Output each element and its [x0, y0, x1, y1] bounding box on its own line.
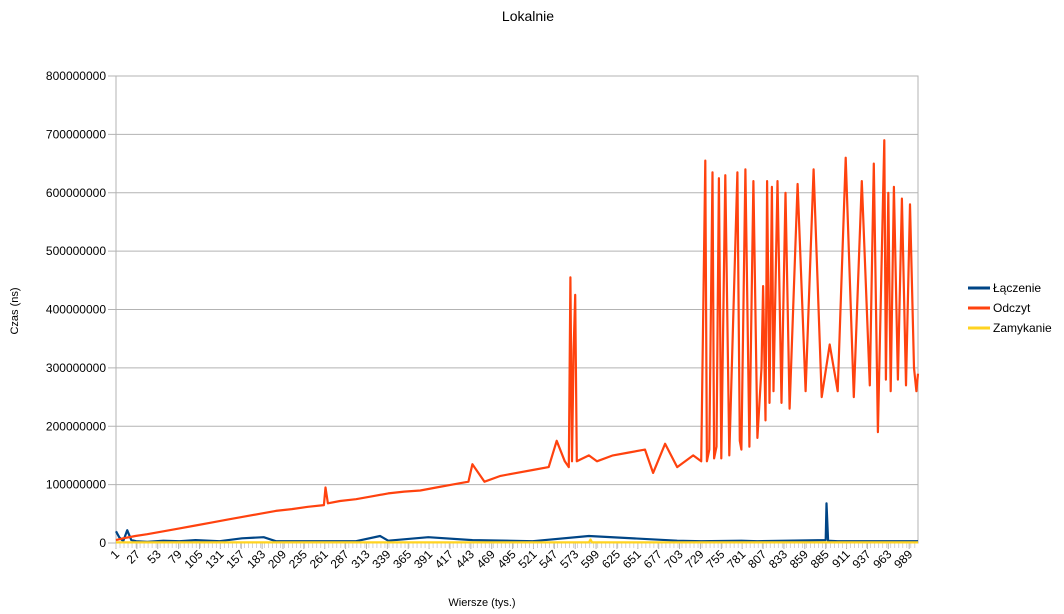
y-axis-title: Czas (ns): [9, 287, 21, 334]
y-tick-label: 800000000: [46, 69, 106, 83]
series-line-zamykanie: [116, 538, 918, 544]
y-axis-ticks: 0 100000000 200000000 300000000 400000000 500…: [46, 69, 116, 550]
y-tick-label: 300000000: [46, 361, 106, 375]
y-tick-label: 400000000: [46, 303, 106, 317]
y-tick-label: 500000000: [46, 244, 106, 258]
legend-label: Odczyt: [993, 301, 1031, 315]
series-line-odczyt: [115, 139, 920, 542]
series-lines: [115, 139, 920, 544]
y-tick-label: 100000000: [46, 478, 106, 492]
legend: Łączenie Odczyt Zamykanie: [968, 281, 1052, 335]
legend-label: Łączenie: [993, 281, 1041, 295]
legend-label: Zamykanie: [993, 321, 1052, 335]
y-tick-label: 700000000: [46, 127, 106, 141]
series-line--czenie: [115, 502, 918, 543]
y-tick-label: 600000000: [46, 186, 106, 200]
y-tick-label: 200000000: [46, 419, 106, 433]
y-tick-label: 0: [99, 536, 106, 550]
x-axis-title: Wiersze (tys.): [448, 597, 515, 609]
chart-title: Lokalnie: [502, 8, 554, 24]
